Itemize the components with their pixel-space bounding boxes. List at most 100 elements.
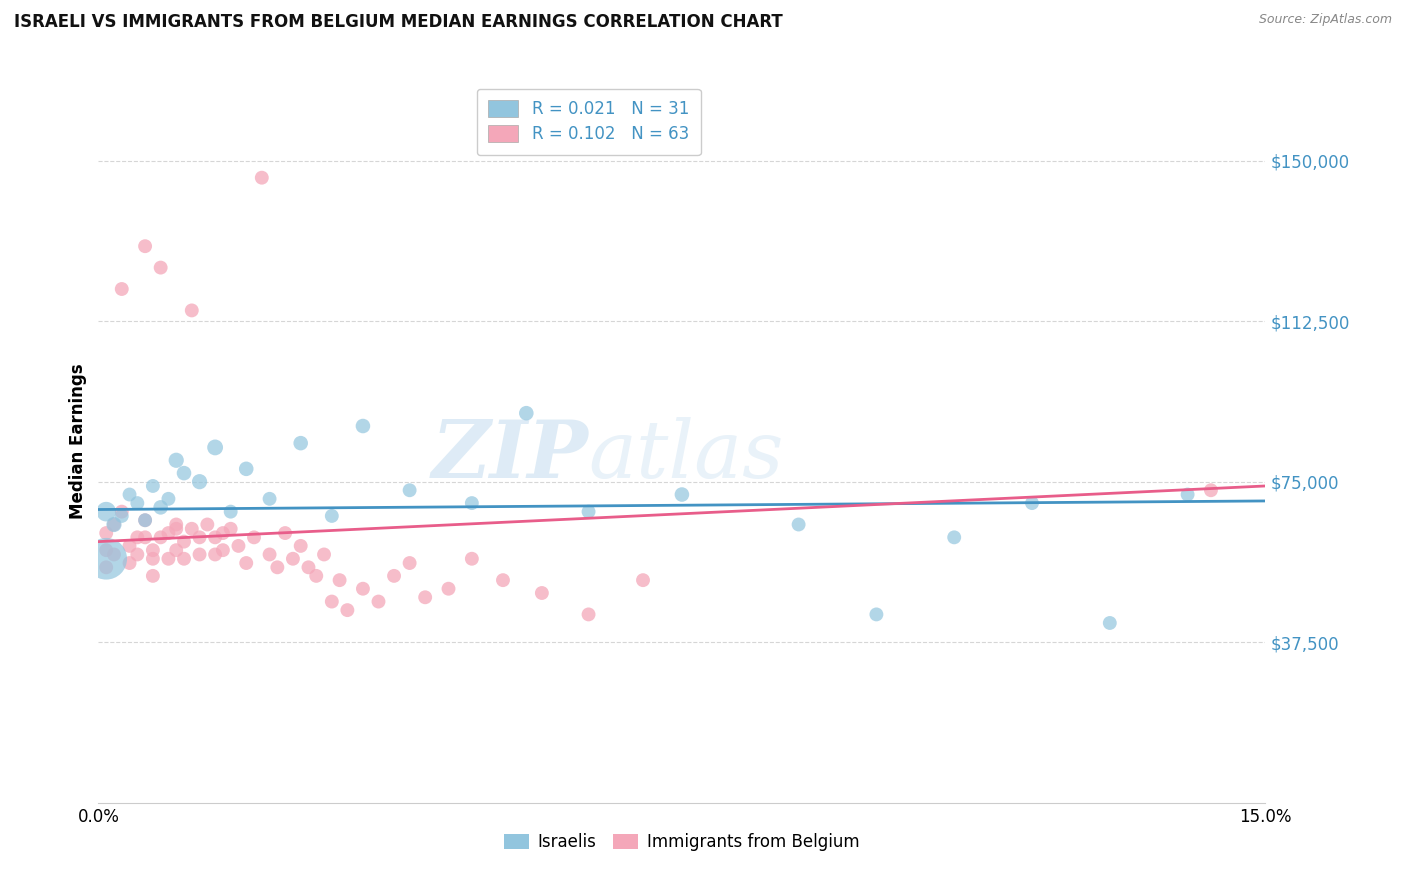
Point — [259, 491, 281, 506]
Point — [103, 548, 125, 562]
Point — [228, 539, 250, 553]
Point — [111, 505, 134, 519]
Point — [250, 170, 273, 185]
Point — [352, 582, 374, 596]
Point — [180, 522, 202, 536]
Point — [367, 594, 389, 608]
Point — [173, 551, 195, 566]
Point — [281, 551, 304, 566]
Point — [204, 530, 226, 544]
Legend: Israelis, Immigrants from Belgium: Israelis, Immigrants from Belgium — [496, 825, 868, 860]
Point — [382, 569, 405, 583]
Point — [165, 517, 187, 532]
Point — [865, 607, 887, 622]
Point — [118, 556, 141, 570]
Point — [204, 548, 226, 562]
Text: ISRAELI VS IMMIGRANTS FROM BELGIUM MEDIAN EARNINGS CORRELATION CHART: ISRAELI VS IMMIGRANTS FROM BELGIUM MEDIA… — [14, 13, 783, 31]
Point — [437, 582, 460, 596]
Point — [127, 496, 149, 510]
Point — [578, 607, 600, 622]
Point — [157, 491, 180, 506]
Point — [188, 530, 211, 544]
Point — [1199, 483, 1222, 498]
Point — [312, 548, 335, 562]
Point — [305, 569, 328, 583]
Point — [1177, 487, 1199, 501]
Point — [235, 556, 257, 570]
Point — [149, 260, 172, 275]
Point — [290, 539, 312, 553]
Point — [165, 522, 187, 536]
Point — [118, 487, 141, 501]
Point — [134, 239, 156, 253]
Point — [180, 303, 202, 318]
Point — [188, 475, 211, 489]
Text: Source: ZipAtlas.com: Source: ZipAtlas.com — [1258, 13, 1392, 27]
Point — [398, 556, 420, 570]
Point — [530, 586, 553, 600]
Point — [142, 569, 165, 583]
Point — [297, 560, 319, 574]
Point — [96, 505, 118, 519]
Point — [149, 500, 172, 515]
Point — [142, 479, 165, 493]
Point — [259, 548, 281, 562]
Point — [212, 526, 235, 541]
Text: atlas: atlas — [589, 417, 785, 495]
Point — [142, 551, 165, 566]
Point — [336, 603, 359, 617]
Point — [96, 551, 118, 566]
Point — [943, 530, 966, 544]
Point — [173, 534, 195, 549]
Point — [787, 517, 810, 532]
Point — [290, 436, 312, 450]
Point — [149, 530, 172, 544]
Point — [274, 526, 297, 541]
Point — [1098, 615, 1121, 630]
Point — [352, 419, 374, 434]
Point — [134, 513, 156, 527]
Point — [204, 441, 226, 455]
Point — [188, 548, 211, 562]
Point — [413, 591, 436, 605]
Point — [103, 517, 125, 532]
Point — [96, 543, 118, 558]
Point — [266, 560, 288, 574]
Point — [142, 543, 165, 558]
Point — [212, 543, 235, 558]
Point — [329, 573, 352, 587]
Y-axis label: Median Earnings: Median Earnings — [69, 364, 87, 519]
Point — [103, 517, 125, 532]
Point — [492, 573, 515, 587]
Point — [243, 530, 266, 544]
Point — [127, 548, 149, 562]
Point — [515, 406, 537, 420]
Point — [321, 508, 343, 523]
Point — [127, 530, 149, 544]
Point — [157, 526, 180, 541]
Point — [1021, 496, 1043, 510]
Text: ZIP: ZIP — [432, 417, 589, 495]
Point — [165, 453, 187, 467]
Point — [461, 551, 484, 566]
Point — [118, 539, 141, 553]
Point — [173, 466, 195, 480]
Point — [96, 526, 118, 541]
Point — [461, 496, 484, 510]
Point — [219, 522, 242, 536]
Point — [398, 483, 420, 498]
Point — [157, 551, 180, 566]
Point — [195, 517, 218, 532]
Point — [321, 594, 343, 608]
Point — [111, 282, 134, 296]
Point — [671, 487, 693, 501]
Point — [219, 505, 242, 519]
Point — [111, 508, 134, 523]
Point — [235, 462, 257, 476]
Point — [631, 573, 654, 587]
Point — [165, 543, 187, 558]
Point — [96, 560, 118, 574]
Point — [578, 505, 600, 519]
Point — [134, 530, 156, 544]
Point — [134, 513, 156, 527]
